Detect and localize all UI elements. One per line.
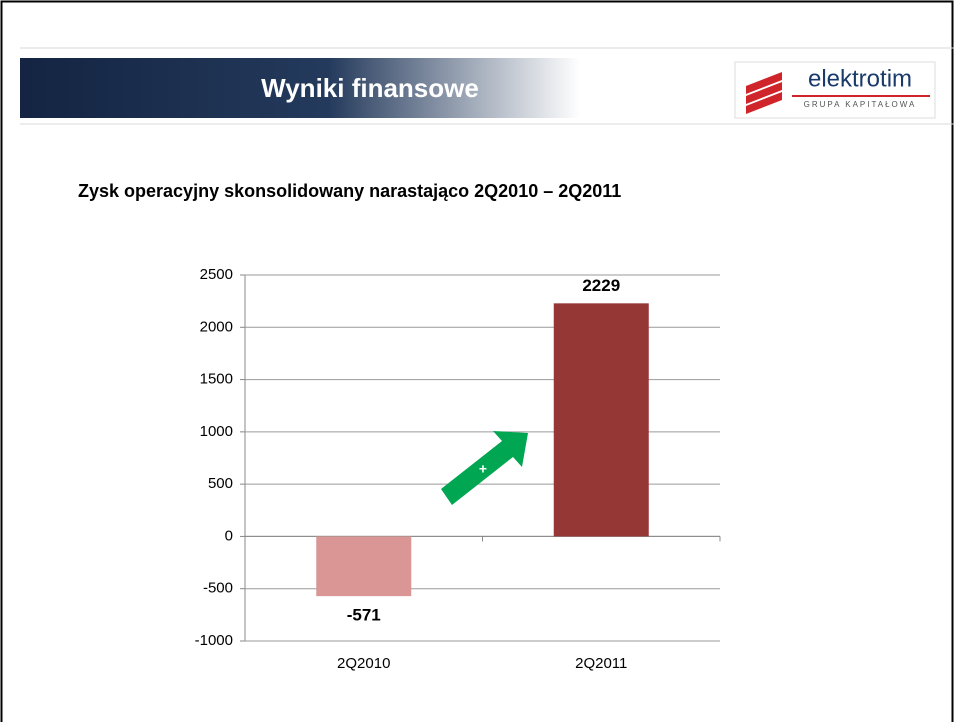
value-label: -571 — [347, 606, 381, 625]
logo-subtitle: GRUPA KAPITAŁOWA — [804, 100, 917, 109]
y-tick-label: -500 — [203, 580, 233, 597]
y-tick-label: -1000 — [195, 632, 233, 649]
y-tick-label: 2500 — [200, 266, 233, 283]
header-band — [20, 58, 580, 118]
x-tick-label: 2Q2011 — [575, 655, 627, 672]
logo-text: elektrotim — [808, 65, 912, 92]
logo-mark — [746, 92, 782, 114]
y-tick-label: 1500 — [200, 371, 233, 388]
y-tick-label: 0 — [225, 527, 233, 544]
bar — [553, 303, 649, 537]
y-tick-label: 1000 — [200, 423, 233, 440]
logo-mark — [746, 82, 782, 104]
trend-arrow — [441, 431, 528, 505]
value-label: 2229 — [582, 276, 620, 295]
logo-mark — [746, 72, 782, 94]
chart-title: Zysk operacyjny skonsolidowany narastają… — [78, 181, 621, 201]
plot: -1000 -500 0 500 1000 1500 2000 2500 2Q2010 -571 2… — [195, 266, 721, 672]
logo: elektrotim GRUPA KAPITAŁOWA — [734, 61, 936, 119]
y-tick-label: 2000 — [200, 318, 233, 335]
arrow-label: + — [479, 461, 487, 477]
bar — [316, 536, 412, 597]
y-tick-label: 500 — [208, 475, 233, 492]
header-title: Wyniki finansowe — [261, 73, 479, 103]
x-tick-label: 2Q2010 — [337, 655, 390, 672]
